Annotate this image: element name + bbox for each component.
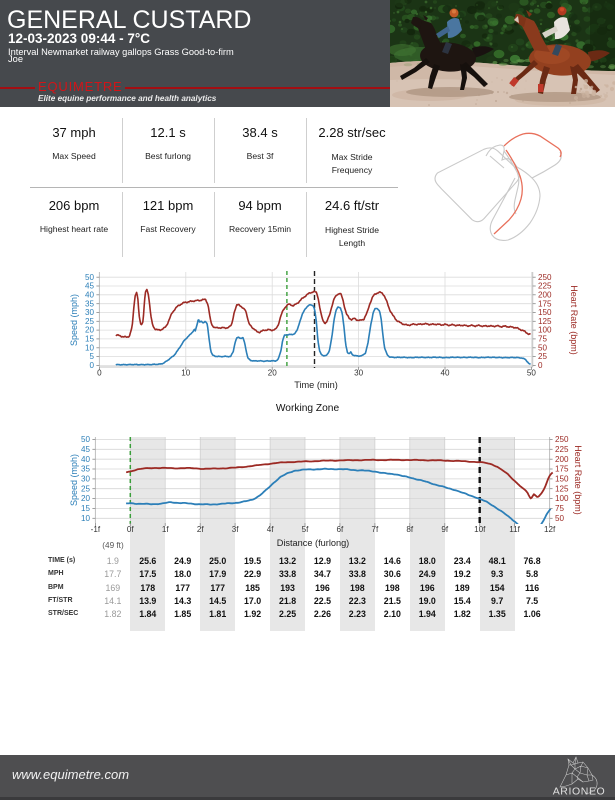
svg-text:125: 125 bbox=[538, 317, 552, 326]
svg-text:20: 20 bbox=[268, 369, 278, 378]
svg-text:150: 150 bbox=[555, 475, 569, 484]
svg-text:50: 50 bbox=[81, 435, 91, 444]
svg-text:75: 75 bbox=[555, 504, 565, 513]
svg-text:6f: 6f bbox=[337, 525, 345, 534]
svg-text:4f: 4f bbox=[267, 525, 275, 534]
svg-text:25: 25 bbox=[85, 317, 95, 326]
svg-text:12f: 12f bbox=[544, 525, 556, 534]
svg-text:250: 250 bbox=[538, 273, 552, 282]
svg-text:2f: 2f bbox=[197, 525, 205, 534]
svg-text:50: 50 bbox=[538, 343, 548, 352]
svg-text:30: 30 bbox=[354, 369, 364, 378]
svg-text:8f: 8f bbox=[406, 525, 414, 534]
svg-text:45: 45 bbox=[81, 445, 91, 454]
svg-text:ARIONEO: ARIONEO bbox=[553, 786, 606, 798]
svg-text:(49 ft): (49 ft) bbox=[102, 541, 124, 550]
svg-text:10f: 10f bbox=[474, 525, 486, 534]
svg-text:Heart Rate (bpm): Heart Rate (bpm) bbox=[573, 445, 583, 515]
svg-text:250: 250 bbox=[555, 435, 569, 444]
svg-text:30: 30 bbox=[85, 308, 95, 317]
svg-text:50: 50 bbox=[555, 514, 565, 523]
svg-text:Time (min): Time (min) bbox=[294, 380, 338, 390]
svg-text:1f: 1f bbox=[162, 525, 170, 534]
svg-text:10: 10 bbox=[181, 369, 191, 378]
svg-text:Speed (mph): Speed (mph) bbox=[69, 454, 79, 506]
svg-text:Heart Rate (bpm): Heart Rate (bpm) bbox=[569, 285, 579, 355]
svg-text:3f: 3f bbox=[232, 525, 240, 534]
svg-text:11f: 11f bbox=[509, 525, 520, 534]
svg-text:50: 50 bbox=[527, 369, 537, 378]
svg-text:15: 15 bbox=[81, 504, 91, 513]
svg-text:30: 30 bbox=[81, 475, 91, 484]
svg-text:75: 75 bbox=[538, 335, 548, 344]
svg-text:25: 25 bbox=[538, 352, 548, 361]
svg-text:5f: 5f bbox=[302, 525, 310, 534]
svg-text:125: 125 bbox=[555, 484, 569, 493]
svg-text:175: 175 bbox=[555, 465, 569, 474]
svg-text:35: 35 bbox=[85, 299, 95, 308]
svg-text:15: 15 bbox=[85, 335, 95, 344]
svg-text:40: 40 bbox=[440, 369, 450, 378]
svg-text:5: 5 bbox=[89, 352, 94, 361]
svg-text:9f: 9f bbox=[441, 525, 449, 534]
svg-text:0f: 0f bbox=[127, 525, 135, 534]
svg-text:150: 150 bbox=[538, 308, 552, 317]
svg-text:Speed (mph): Speed (mph) bbox=[69, 294, 79, 346]
svg-text:0: 0 bbox=[538, 361, 543, 370]
svg-text:-1f: -1f bbox=[91, 525, 101, 534]
svg-text:50: 50 bbox=[85, 273, 95, 282]
svg-text:25: 25 bbox=[81, 484, 91, 493]
svg-text:20: 20 bbox=[81, 494, 91, 503]
svg-text:10: 10 bbox=[85, 343, 95, 352]
svg-text:100: 100 bbox=[555, 494, 569, 503]
svg-text:175: 175 bbox=[538, 299, 552, 308]
svg-text:40: 40 bbox=[81, 455, 91, 464]
svg-text:7f: 7f bbox=[372, 525, 380, 534]
svg-text:225: 225 bbox=[555, 445, 569, 454]
svg-text:0: 0 bbox=[89, 361, 94, 370]
svg-text:200: 200 bbox=[538, 290, 552, 299]
svg-text:Distance (furlong): Distance (furlong) bbox=[277, 538, 350, 548]
svg-text:20: 20 bbox=[85, 326, 95, 335]
svg-text:0: 0 bbox=[97, 369, 102, 378]
svg-text:35: 35 bbox=[81, 465, 91, 474]
svg-text:10: 10 bbox=[81, 514, 91, 523]
svg-text:45: 45 bbox=[85, 282, 95, 291]
svg-text:100: 100 bbox=[538, 326, 552, 335]
svg-text:200: 200 bbox=[555, 455, 569, 464]
svg-text:40: 40 bbox=[85, 290, 95, 299]
svg-text:225: 225 bbox=[538, 282, 552, 291]
